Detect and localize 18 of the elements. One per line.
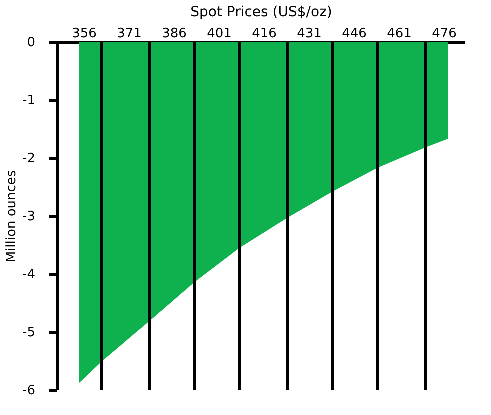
x-tick-label: 431	[297, 26, 322, 42]
y-tick-label: -1	[22, 94, 36, 108]
y-tick-label: -3	[22, 210, 36, 224]
x-tick-label: 371	[117, 26, 142, 42]
y-tick-label: -5	[22, 326, 36, 340]
x-tick-label: 401	[207, 26, 232, 42]
y-tick-label: -2	[22, 152, 36, 166]
x-tick-label: 446	[342, 26, 367, 42]
x-tick-label: 356	[72, 26, 97, 42]
x-tick-label: 416	[252, 26, 277, 42]
y-tick-label: -4	[22, 268, 36, 282]
x-tick-label: 476	[432, 26, 457, 42]
x-tick-label: 461	[387, 26, 412, 42]
y-tick-label: 0	[27, 36, 36, 50]
x-axis-title: Spot Prices (US$/oz)	[190, 4, 332, 20]
y-tick-label: -6	[22, 384, 36, 398]
y-axis-title: Million ounces	[4, 170, 20, 263]
x-tick-label: 386	[162, 26, 187, 42]
